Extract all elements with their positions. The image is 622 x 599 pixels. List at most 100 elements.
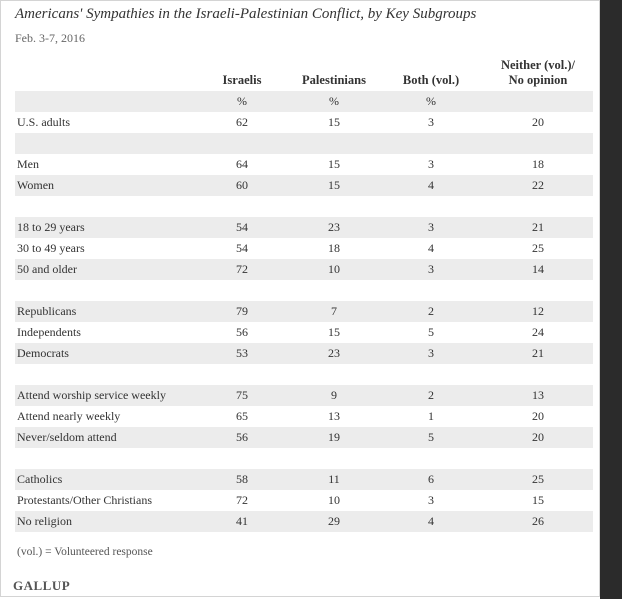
table-row: 18 to 29 years 54 23 3 21 — [15, 217, 593, 238]
value-cell: 2 — [428, 304, 434, 318]
column-header-1: Israelis — [182, 73, 302, 88]
value-cell: 5 — [428, 430, 434, 444]
column-header-line: Palestinians — [302, 73, 366, 87]
unit-cell: % — [329, 94, 339, 108]
row-label: Democrats — [17, 346, 69, 360]
value-cell: 54 — [236, 220, 248, 234]
chart-subtitle: Feb. 3-7, 2016 — [15, 31, 85, 45]
table-row — [15, 196, 593, 217]
row-band — [15, 133, 593, 154]
value-cell: 23 — [328, 220, 340, 234]
column-header-line: Neither (vol.)/ — [500, 58, 576, 72]
value-cell: 10 — [328, 493, 340, 507]
row-band — [15, 301, 593, 322]
value-cell: 75 — [236, 388, 248, 402]
row-label: Never/seldom attend — [17, 430, 117, 444]
value-cell: 23 — [328, 346, 340, 360]
table-row: Republicans 79 7 2 12 — [15, 301, 593, 322]
value-cell: 11 — [328, 472, 340, 486]
value-cell: 2 — [428, 388, 434, 402]
value-cell: 15 — [532, 493, 544, 507]
unit-cell: % — [426, 94, 436, 108]
table-row: Attend worship service weekly 75 9 2 13 — [15, 385, 593, 406]
table-row: Men 64 15 3 18 — [15, 154, 593, 175]
row-label: Catholics — [17, 472, 63, 486]
value-cell: 4 — [428, 241, 434, 255]
table-row: 30 to 49 years 54 18 4 25 — [15, 238, 593, 259]
value-cell: 10 — [328, 262, 340, 276]
value-cell: 15 — [328, 115, 340, 129]
row-label: 30 to 49 years — [17, 241, 85, 255]
value-cell: 65 — [236, 409, 248, 423]
right-border-band — [600, 0, 622, 599]
value-cell: 6 — [428, 472, 434, 486]
row-band — [15, 343, 593, 364]
chart-title: Americans' Sympathies in the Israeli-Pal… — [15, 6, 477, 22]
value-cell: 7 — [331, 304, 337, 318]
unit-cell: % — [237, 94, 247, 108]
value-cell: 79 — [236, 304, 248, 318]
row-band — [15, 91, 593, 112]
footnote: (vol.) = Volunteered response — [17, 546, 153, 558]
value-cell: 3 — [428, 220, 434, 234]
column-header-3: Both (vol.) — [371, 73, 491, 88]
table-row: Attend nearly weekly 65 13 1 20 — [15, 406, 593, 427]
table-row — [15, 364, 593, 385]
table-row: Protestants/Other Christians 72 10 3 15 — [15, 490, 593, 511]
value-cell: 18 — [532, 157, 544, 171]
table-row: Independents 56 15 5 24 — [15, 322, 593, 343]
value-cell: 26 — [532, 514, 544, 528]
chart-frame: Americans' Sympathies in the Israeli-Pal… — [0, 0, 600, 597]
row-label: 18 to 29 years — [17, 220, 85, 234]
row-label: Protestants/Other Christians — [17, 493, 152, 507]
value-cell: 14 — [532, 262, 544, 276]
column-header-line: Both (vol.) — [402, 73, 460, 87]
value-cell: 72 — [236, 493, 248, 507]
value-cell: 29 — [328, 514, 340, 528]
value-cell: 56 — [236, 430, 248, 444]
row-label: Women — [17, 178, 55, 192]
column-header-line: Israelis — [222, 73, 262, 87]
gallup-logo: GALLUP — [13, 578, 71, 593]
value-cell: 3 — [428, 262, 434, 276]
column-header-2: Palestinians — [274, 73, 394, 88]
value-cell: 72 — [236, 262, 248, 276]
table-row: Women 60 15 4 22 — [15, 175, 593, 196]
table-row: Catholics 58 11 6 25 — [15, 469, 593, 490]
value-cell: 4 — [428, 178, 434, 192]
value-cell: 60 — [236, 178, 248, 192]
units-row: %%% — [15, 91, 593, 112]
row-label: Men — [17, 157, 39, 171]
value-cell: 15 — [328, 325, 340, 339]
column-header-4: Neither (vol.)/No opinion — [478, 58, 598, 88]
table-row: Never/seldom attend 56 19 5 20 — [15, 427, 593, 448]
row-label: Attend nearly weekly — [17, 409, 121, 423]
row-band — [15, 511, 593, 532]
value-cell: 64 — [236, 157, 248, 171]
value-cell: 18 — [328, 241, 340, 255]
row-label: Republicans — [17, 304, 77, 318]
value-cell: 20 — [532, 430, 544, 444]
value-cell: 3 — [428, 157, 434, 171]
row-band — [15, 175, 593, 196]
unit-cell — [503, 91, 573, 112]
value-cell: 21 — [532, 220, 544, 234]
value-cell: 62 — [236, 115, 248, 129]
row-band — [15, 385, 593, 406]
table-row: U.S. adults 62 15 3 20 — [15, 112, 593, 133]
value-cell: 53 — [236, 346, 248, 360]
column-header-line: No opinion — [508, 73, 568, 87]
value-cell: 3 — [428, 115, 434, 129]
value-cell: 1 — [428, 409, 434, 423]
row-label: U.S. adults — [17, 115, 71, 129]
row-label: No religion — [17, 514, 72, 528]
value-cell: 4 — [428, 514, 434, 528]
value-cell: 22 — [532, 178, 544, 192]
value-cell: 20 — [532, 409, 544, 423]
row-band — [15, 427, 593, 448]
row-label: 50 and older — [17, 262, 77, 276]
value-cell: 12 — [532, 304, 544, 318]
value-cell: 41 — [236, 514, 248, 528]
value-cell: 58 — [236, 472, 248, 486]
value-cell: 5 — [428, 325, 434, 339]
